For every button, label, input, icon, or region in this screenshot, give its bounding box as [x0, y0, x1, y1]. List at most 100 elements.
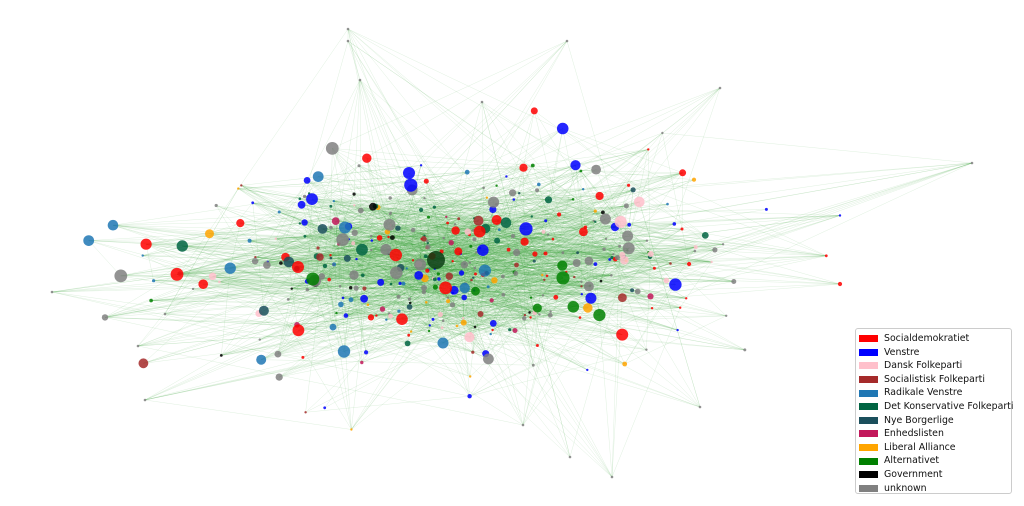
graph-node [370, 234, 373, 238]
graph-node [279, 261, 283, 265]
graph-node [508, 328, 512, 332]
graph-node [377, 278, 385, 286]
graph-node [565, 39, 569, 43]
graph-node [489, 320, 497, 327]
graph-node [423, 254, 428, 259]
graph-node [428, 324, 431, 327]
graph-node [301, 355, 305, 359]
graph-node [494, 237, 501, 244]
graph-node [388, 212, 392, 216]
graph-node [618, 293, 627, 302]
graph-node [346, 39, 350, 43]
graph-node [523, 313, 527, 317]
graph-node [573, 275, 576, 279]
graph-node [693, 249, 697, 253]
graph-node [475, 251, 478, 254]
legend-swatch [859, 444, 878, 452]
graph-node [604, 237, 608, 240]
graph-node [544, 196, 553, 204]
graph-node [423, 197, 426, 200]
graph-node [585, 292, 597, 304]
graph-node [336, 233, 350, 247]
graph-node [578, 316, 582, 319]
legend-swatch [859, 457, 878, 465]
graph-node [237, 187, 240, 190]
graph-node [436, 272, 440, 276]
graph-node [425, 301, 428, 304]
graph-node [568, 455, 572, 459]
graph-node [645, 348, 648, 351]
graph-node [357, 207, 364, 214]
graph-node [338, 285, 342, 288]
graph-node [346, 27, 350, 31]
graph-node [214, 203, 218, 208]
graph-node [541, 294, 545, 297]
graph-node [701, 232, 709, 239]
graph-node [254, 256, 257, 259]
graph-node [583, 281, 594, 292]
graph-node [546, 233, 550, 236]
graph-node [338, 301, 344, 308]
graph-node [50, 290, 54, 294]
legend-item-enhedslisten: Enhedslisten [859, 427, 1011, 441]
graph-node [610, 274, 613, 277]
graph-node [645, 239, 649, 242]
graph-node [572, 259, 581, 267]
legend-label: Venstre [884, 346, 920, 358]
graph-node [427, 215, 430, 219]
legend-item-socialistisk-folkeparti: Socialistisk Folkeparti [859, 373, 1011, 387]
graph-node [323, 406, 327, 410]
graph-node [136, 344, 140, 348]
legend-swatch [859, 403, 878, 411]
graph-node [425, 268, 430, 273]
graph-node [283, 256, 295, 268]
graph-node [634, 288, 641, 295]
legend-swatch [859, 376, 878, 384]
graph-node [538, 313, 541, 316]
legend-swatch [859, 362, 878, 370]
graph-node [685, 297, 688, 300]
graph-node [385, 318, 388, 321]
graph-node [837, 281, 843, 287]
graph-node [579, 169, 583, 173]
graph-node [661, 131, 664, 135]
graph-node [389, 282, 393, 286]
graph-node [580, 280, 583, 283]
graph-node [407, 333, 411, 337]
legend-item-dansk-folkeparti: Dansk Folkeparti [859, 359, 1011, 373]
graph-node [691, 177, 697, 182]
graph-node [495, 184, 498, 187]
graph-node [449, 302, 456, 308]
legend-item-unknown: unknown [859, 482, 1011, 496]
graph-node [669, 262, 672, 265]
graph-node [535, 344, 539, 347]
graph-node [247, 238, 252, 243]
graph-node [449, 285, 459, 295]
graph-node [163, 312, 167, 316]
graph-node [483, 353, 494, 365]
graph-node [489, 298, 494, 303]
graph-node [460, 319, 467, 326]
graph-node [529, 296, 533, 299]
graph-node [583, 303, 593, 313]
graph-node [446, 296, 449, 299]
graph-node [477, 311, 484, 317]
graph-node [401, 281, 406, 286]
graph-node [464, 332, 475, 343]
graph-node [500, 217, 512, 228]
legend-swatch [859, 389, 878, 397]
graph-node [332, 199, 335, 203]
graph-node [622, 242, 635, 255]
graph-node [520, 237, 529, 246]
graph-node [331, 217, 340, 226]
legend-label: Government [884, 469, 943, 481]
graph-node [409, 330, 413, 333]
graph-node [107, 219, 119, 231]
legend-swatch [859, 348, 878, 356]
graph-node [679, 306, 682, 309]
graph-node [410, 227, 416, 233]
graph-node [459, 282, 470, 294]
graph-node [622, 361, 628, 367]
graph-node [472, 237, 477, 242]
graph-node [580, 293, 583, 296]
